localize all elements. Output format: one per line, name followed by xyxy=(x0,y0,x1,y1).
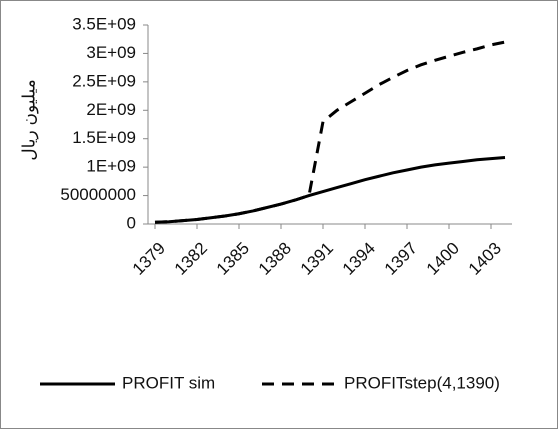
series-line xyxy=(154,155,506,224)
y-tick-label: 1E+09 xyxy=(86,157,136,176)
legend-label: PROFIT sim xyxy=(122,373,215,392)
x-tick-label: 1394 xyxy=(339,239,379,279)
y-tick-label: 3E+09 xyxy=(86,43,136,62)
x-tick-label: 1397 xyxy=(381,239,421,279)
legend-label: PROFITstep(4,1390) xyxy=(344,373,500,392)
x-tick-label: 1400 xyxy=(423,239,463,279)
x-tick-label: 1388 xyxy=(255,239,295,279)
y-tick-label: 0 xyxy=(127,213,136,232)
y-tick-label: 50000000 xyxy=(60,185,136,204)
y-axis-label: میلیون ریال xyxy=(19,79,38,160)
x-tick-label: 1391 xyxy=(297,239,337,279)
x-tick-label: 1403 xyxy=(465,239,505,279)
series-line xyxy=(154,40,506,224)
x-tick-label: 1385 xyxy=(213,239,253,279)
y-tick-label: 3.5E+09 xyxy=(72,14,136,33)
y-tick-label: 2E+09 xyxy=(86,100,136,119)
x-tick-label: 1382 xyxy=(171,239,211,279)
y-tick-label: 2.5E+09 xyxy=(72,71,136,90)
y-tick-label: 1.5E+09 xyxy=(72,128,136,147)
x-tick-label: 1379 xyxy=(129,239,169,279)
